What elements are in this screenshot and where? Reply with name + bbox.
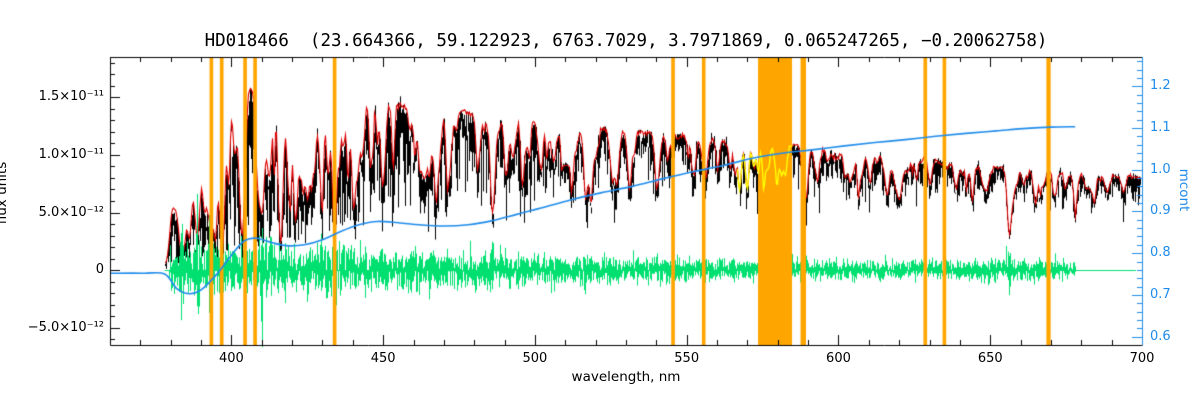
plot-title: HD018466 (23.664366, 59.122923, 6763.702… xyxy=(204,31,1048,51)
left-axis-label: flux units xyxy=(0,161,10,225)
y-axis-left-tick-label: 1.5×10⁻¹¹ xyxy=(38,89,104,105)
y-axis-right-tick-label: 1.1 xyxy=(1150,119,1171,135)
y-axis-right-tick-label: 0.6 xyxy=(1150,328,1171,344)
y-axis-right-tick-label: 0.9 xyxy=(1150,203,1171,219)
x-tick-label: 400 xyxy=(218,351,244,366)
y-axis-left-tick-label: 0 xyxy=(95,262,104,278)
x-tick-label: 700 xyxy=(1129,351,1155,366)
x-tick-label: 650 xyxy=(977,351,1003,366)
x-tick-label: 600 xyxy=(826,351,851,366)
x-tick-label: 500 xyxy=(522,351,548,366)
y-axis-left-tick-label: −5.0×10⁻¹² xyxy=(27,319,104,335)
x-axis-label: wavelength, nm xyxy=(571,369,681,385)
y-axis-right-tick-label: 0.8 xyxy=(1150,245,1171,261)
y-axis-left-tick-label: 5.0×10⁻¹² xyxy=(38,204,104,220)
y-axis-right-tick-label: 0.7 xyxy=(1150,286,1171,302)
y-axis-left-tick-label: 1.0×10⁻¹¹ xyxy=(38,146,104,162)
x-tick-label: 550 xyxy=(674,351,700,366)
y-axis-right-tick-label: 1.2 xyxy=(1150,78,1171,94)
x-tick-label: 450 xyxy=(370,351,396,366)
y-axis-right-tick-label: 1.0 xyxy=(1150,161,1171,177)
